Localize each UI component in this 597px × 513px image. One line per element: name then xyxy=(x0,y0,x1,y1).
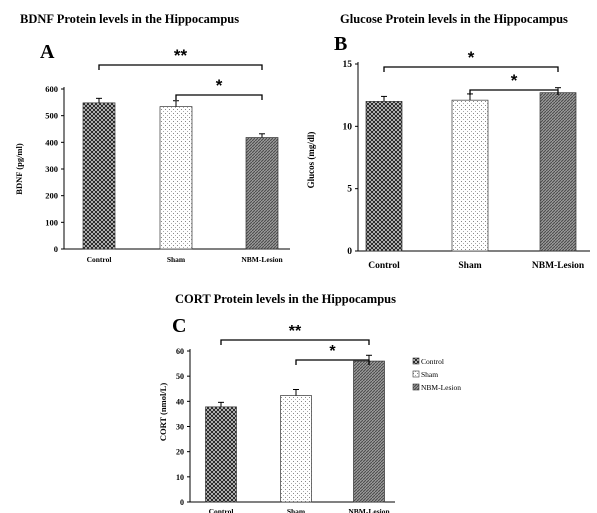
significance-bracket xyxy=(295,359,370,365)
y-tick-label: 600 xyxy=(45,84,58,94)
significance-bracket xyxy=(175,94,263,100)
y-tick-label: 400 xyxy=(45,137,58,147)
bar xyxy=(205,406,237,503)
significance-bracket xyxy=(220,339,370,345)
x-tick-label: NBM-Lesion xyxy=(241,255,283,264)
panel-bdnf: BDNF Protein levels in the Hippocampus A… xyxy=(14,12,290,264)
bar xyxy=(245,137,279,250)
legend-label: Control xyxy=(421,357,444,366)
y-tick-label: 300 xyxy=(45,164,58,174)
x-tick-label: Sham xyxy=(167,255,186,264)
bar xyxy=(451,99,489,252)
y-tick-label: 40 xyxy=(176,397,184,406)
panel-letter: C xyxy=(172,315,186,337)
bar xyxy=(353,360,385,503)
y-tick-label: 100 xyxy=(45,217,58,227)
y-tick-label: 30 xyxy=(176,423,184,432)
y-tick-label: 20 xyxy=(176,448,184,457)
x-tick-label: Control xyxy=(87,255,112,264)
significance-marker: ** xyxy=(174,46,188,65)
y-tick-label: 15 xyxy=(343,60,353,70)
x-tick-label: Control xyxy=(209,507,234,513)
chart-title: Glucose Protein levels in the Hippocampu… xyxy=(340,12,568,26)
legend-label: NBM-Lesion xyxy=(421,383,461,392)
y-tick-label: 500 xyxy=(45,111,58,121)
significance-bracket xyxy=(469,89,559,95)
y-tick-label: 0 xyxy=(347,247,352,257)
legend: Control Sham NBM-Lesion xyxy=(412,357,461,392)
bar xyxy=(539,92,577,252)
y-tick-label: 60 xyxy=(176,347,184,356)
legend-swatch-control xyxy=(412,357,420,365)
bar xyxy=(82,102,116,250)
x-tick-label: Sham xyxy=(287,507,306,513)
significance-marker: * xyxy=(511,71,518,90)
x-tick-label: Control xyxy=(368,261,400,271)
y-tick-label: 0 xyxy=(180,498,184,507)
panel-glucose: Glucose Protein levels in the Hippocampu… xyxy=(306,12,590,271)
legend-swatch-nbm-lesion xyxy=(412,383,420,391)
legend-label: Sham xyxy=(421,370,438,379)
significance-bracket xyxy=(383,66,559,72)
y-tick-label: 10 xyxy=(176,473,184,482)
y-tick-label: 50 xyxy=(176,372,184,381)
legend-swatch-sham xyxy=(412,370,420,378)
y-axis-label: Glucos (mg/dl) xyxy=(306,132,316,189)
bar xyxy=(365,101,403,252)
y-tick-label: 10 xyxy=(343,122,353,132)
x-tick-label: NBM-Lesion xyxy=(532,261,585,271)
significance-marker: * xyxy=(468,48,475,67)
y-tick-label: 5 xyxy=(347,185,352,195)
significance-bracket xyxy=(98,64,263,70)
y-tick-label: 0 xyxy=(54,244,58,254)
y-axis-label: CORT (nmol/L) xyxy=(158,383,168,442)
panel-letter: B xyxy=(334,33,347,55)
y-tick-label: 200 xyxy=(45,191,58,201)
panel-cort: CORT Protein levels in the Hippocampus C… xyxy=(158,292,461,513)
bar xyxy=(280,395,312,503)
chart-title: BDNF Protein levels in the Hippocampus xyxy=(20,12,239,26)
y-axis-label: BDNF (pg/ml) xyxy=(14,143,24,195)
significance-marker: * xyxy=(329,343,336,360)
significance-marker: ** xyxy=(289,323,302,340)
significance-marker: * xyxy=(216,76,223,95)
chart-title: CORT Protein levels in the Hippocampus xyxy=(175,292,396,306)
bar xyxy=(159,106,193,250)
x-tick-label: Sham xyxy=(458,261,481,271)
x-tick-label: NBM-Lesion xyxy=(348,507,390,513)
panel-letter: A xyxy=(40,41,55,63)
